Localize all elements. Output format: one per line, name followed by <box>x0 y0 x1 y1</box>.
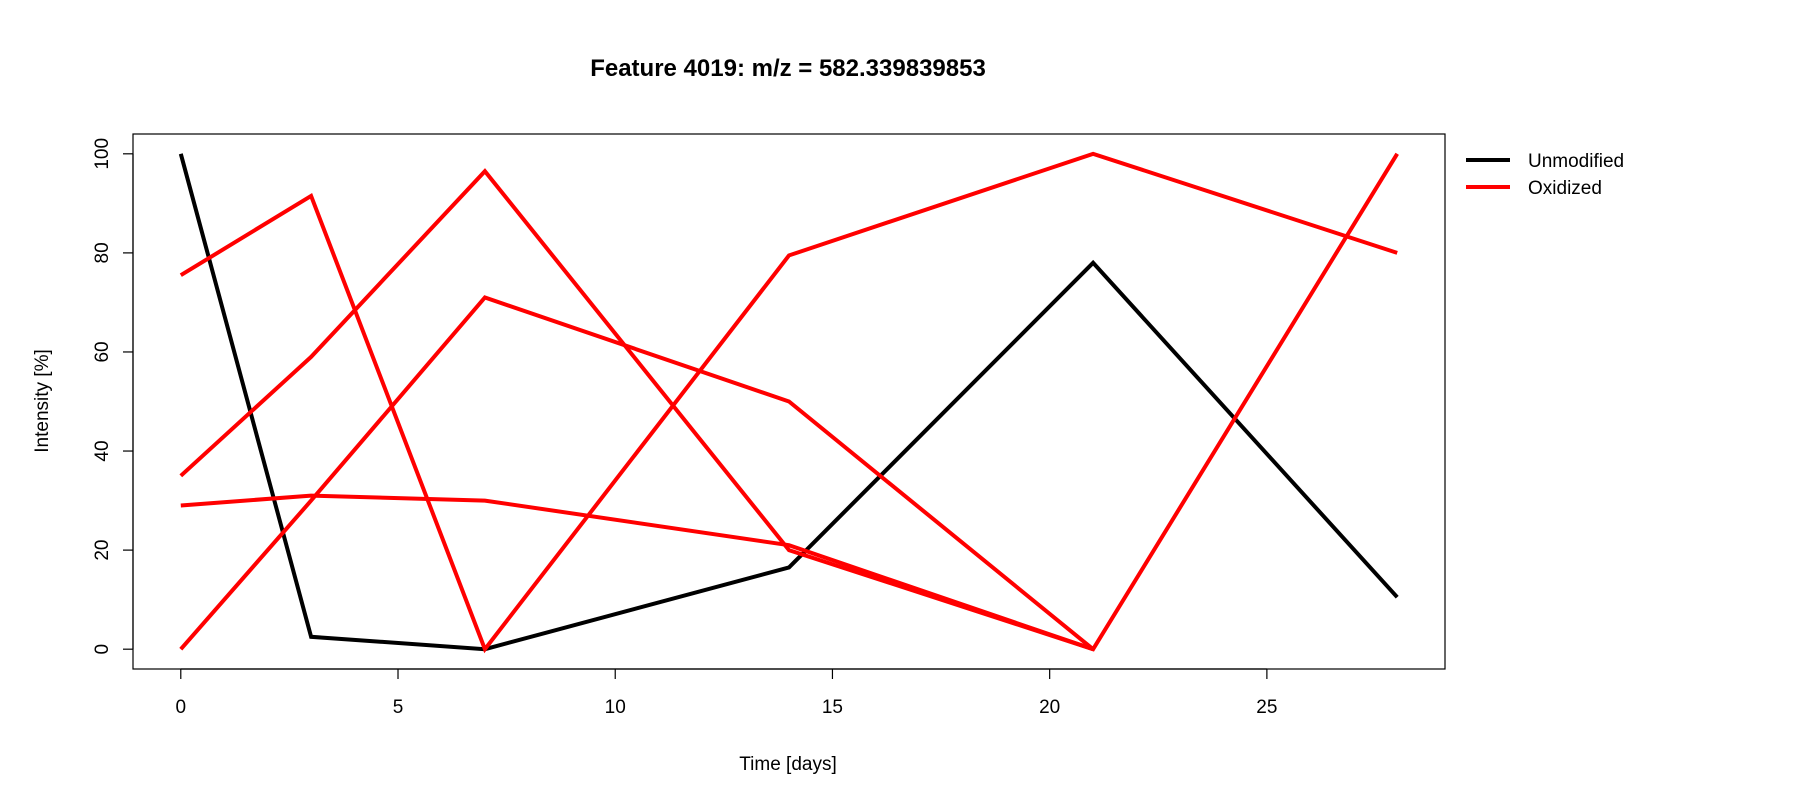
y-tick-label: 40 <box>92 440 113 461</box>
legend-label-oxidized: Oxidized <box>1528 178 1602 199</box>
x-tick-label: 0 <box>175 697 186 718</box>
x-tick-label: 25 <box>1256 697 1277 718</box>
x-tick-label: 5 <box>393 697 404 718</box>
series-line-unmodified-1 <box>178 153 1399 652</box>
x-tick-label: 15 <box>822 697 843 718</box>
series-lines <box>178 151 1399 654</box>
series-line-oxidized-4 <box>179 295 1095 651</box>
x-tick-label: 10 <box>605 697 626 718</box>
y-tick-label: 100 <box>92 138 113 170</box>
series-line-oxidized-3 <box>179 152 1399 652</box>
y-tick-label: 0 <box>92 644 113 655</box>
legend: Unmodified Oxidized <box>1466 151 1624 199</box>
legend-label-unmodified: Unmodified <box>1528 151 1624 172</box>
x-tick-label: 20 <box>1039 697 1060 718</box>
series-line-oxidized-2 <box>179 151 1398 654</box>
chart-title: Feature 4019: m/z = 582.339839853 <box>590 55 986 82</box>
y-tick-label: 80 <box>92 242 113 263</box>
y-axis-label: Intensity [%] <box>32 349 53 453</box>
x-axis-label: Time [days] <box>739 754 837 775</box>
y-tick-label: 60 <box>92 341 113 362</box>
x-axis: 0 5 10 15 20 25 <box>175 668 1277 718</box>
y-tick-label: 20 <box>92 540 113 561</box>
y-axis: 0 20 40 60 80 100 <box>92 138 134 655</box>
series-line-oxidized-5 <box>180 493 1094 652</box>
